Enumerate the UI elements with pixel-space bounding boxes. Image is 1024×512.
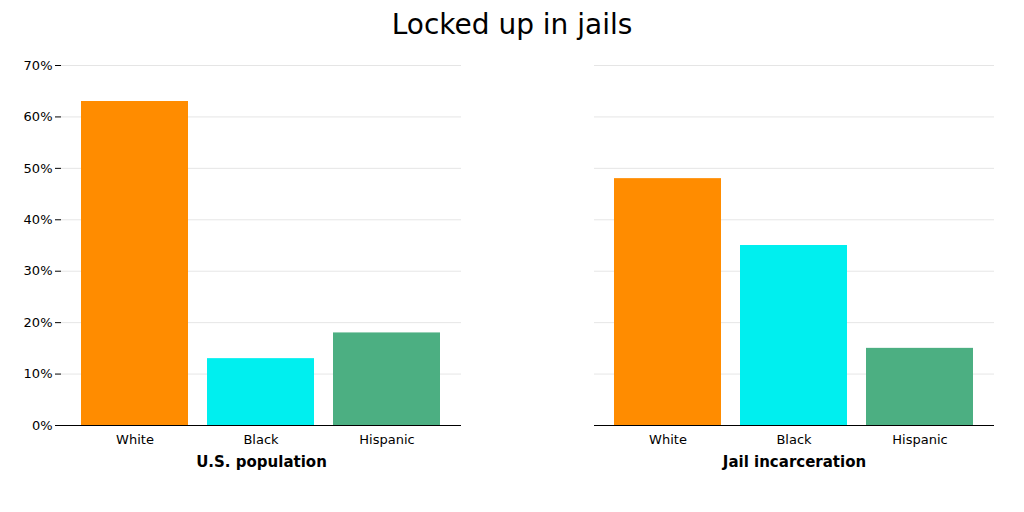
- svg-text:40%: 40%: [24, 212, 53, 227]
- svg-text:Hispanic: Hispanic: [359, 432, 414, 447]
- svg-text:Black: Black: [243, 432, 279, 447]
- svg-text:50%: 50%: [24, 161, 53, 176]
- svg-text:U.S. population: U.S. population: [196, 453, 327, 471]
- svg-text:70%: 70%: [24, 58, 53, 73]
- svg-text:Black: Black: [776, 432, 812, 447]
- svg-text:Jail incarceration: Jail incarceration: [722, 453, 866, 471]
- svg-text:60%: 60%: [24, 109, 53, 124]
- svg-text:30%: 30%: [24, 263, 53, 278]
- svg-text:20%: 20%: [24, 315, 53, 330]
- svg-text:0%: 0%: [32, 418, 53, 433]
- svg-text:10%: 10%: [24, 366, 53, 381]
- html-text:Locked up in jails: Locked up in jails: [391, 8, 633, 41]
- svg-text:Hispanic: Hispanic: [892, 432, 947, 447]
- svg-text:White: White: [649, 432, 687, 447]
- svg-text:White: White: [116, 432, 154, 447]
